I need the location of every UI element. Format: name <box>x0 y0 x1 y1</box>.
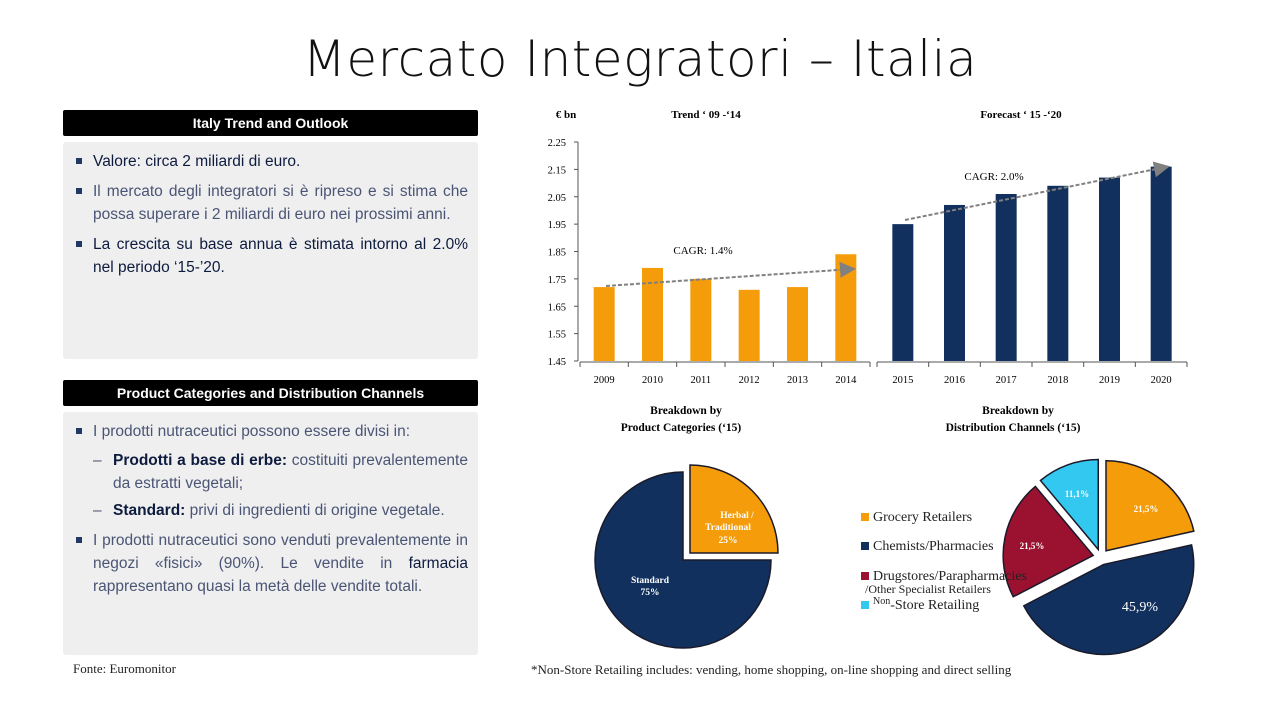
trend-x-label: 2013 <box>787 375 808 386</box>
pie2-value-nonstore: 11,1% <box>1065 489 1089 499</box>
y-tick-label: 1.55 <box>548 330 566 341</box>
pie1-title-line2: Product Categories (‘15) <box>621 422 742 434</box>
pharmacy-term: farmacia <box>408 555 468 572</box>
bullet-value: Valore: circa 2 miliardi di euro. <box>75 150 468 173</box>
trend-x-label: 2010 <box>642 375 663 386</box>
trend-cagr-arrow <box>605 261 856 287</box>
legend-grocery: Grocery Retailers <box>861 510 972 526</box>
y-tick-label: 1.65 <box>548 302 566 313</box>
trend-bar-2009 <box>593 287 615 361</box>
pie1-slice-herbal <box>689 464 779 554</box>
pie2-title-line1: Breakdown by <box>982 405 1054 417</box>
forecast-x-label: 2017 <box>996 375 1017 386</box>
sub-item-standard: – Standard: privi di ingredienti di orig… <box>93 502 445 519</box>
pie1-title-line1: Breakdown by <box>650 405 722 417</box>
forecast-x-label: 2018 <box>1047 375 1068 386</box>
legend-nonstore: Non-Store Retailing <box>861 596 979 614</box>
standard-term: Standard: <box>113 502 186 519</box>
forecast-chart-title: Forecast ‘ 15 -‘20 <box>980 109 1062 121</box>
trend-outlook-box: Valore: circa 2 miliardi di euro. Il mer… <box>63 142 478 359</box>
pie1-label-herbal-2: Traditional <box>705 523 751 533</box>
legend-swatch-drugstores <box>861 572 869 580</box>
legend-drugstores-extra: /Other Specialist Retailers <box>865 582 991 596</box>
forecast-x-label: 2019 <box>1099 375 1120 386</box>
forecast-bar-2016 <box>944 204 965 361</box>
trend-bar-2013 <box>787 287 808 361</box>
pie2-value-grocery: 21,5% <box>1134 504 1159 514</box>
forecast-x-label: 2015 <box>892 375 913 386</box>
footnote: *Non-Store Retailing includes: vending, … <box>531 662 1012 677</box>
bullet-recovery: Il mercato degli integratori si è ripres… <box>75 180 468 226</box>
trend-bar-2014 <box>835 254 857 361</box>
trend-x-label: 2009 <box>594 375 615 386</box>
trend-chart-title: Trend ‘ 09 -‘14 <box>671 109 741 121</box>
forecast-bar-2015 <box>892 224 914 361</box>
pie1-value-standard: 75% <box>641 588 660 598</box>
pie1-label-herbal-1: Herbal / <box>720 511 754 521</box>
trend-cagr-label: CAGR: 1.4% <box>673 245 732 257</box>
trend-outlook-header: Italy Trend and Outlook <box>63 110 478 136</box>
trend-x-label: 2014 <box>835 375 857 386</box>
legend-swatch-chemists <box>861 542 869 550</box>
y-tick-label: 2.05 <box>548 193 566 204</box>
trend-bar-2011 <box>690 278 712 361</box>
legend-swatch-nonstore <box>861 601 869 609</box>
trend-x-label: 2011 <box>691 375 712 386</box>
bullet-growth: La crescita su base annua è stimata into… <box>75 233 468 279</box>
bullet-channels: I prodotti nutraceutici sono venduti pre… <box>75 529 468 598</box>
forecast-bar-2020 <box>1150 166 1172 361</box>
source-note: Fonte: Euromonitor <box>73 661 176 676</box>
forecast-cagr-arrow <box>904 161 1170 221</box>
trend-bar-2012 <box>738 289 760 361</box>
pie1-label-standard: Standard <box>631 576 670 586</box>
page-title: Mercato Integratori – Italia <box>302 30 978 88</box>
forecast-bar-2017 <box>995 194 1017 361</box>
herbal-term: Prodotti a base di erbe: <box>113 452 288 469</box>
y-tick-label: 1.75 <box>548 275 566 286</box>
legend-drugstores: Drugstores/Parapharmacies <box>861 569 1027 585</box>
y-tick-label: 1.95 <box>548 220 566 231</box>
pie2-slice-grocery <box>1105 460 1195 552</box>
bullet-categories: I prodotti nutraceutici possono essere d… <box>75 420 468 443</box>
pie1-slice-standard <box>594 471 772 649</box>
y-axis-unit: € bn <box>556 109 577 121</box>
pie2-slice-nonstore <box>1039 458 1100 552</box>
categories-channels-header: Product Categories and Distribution Chan… <box>63 380 478 406</box>
pie1-value-herbal: 25% <box>719 536 738 546</box>
forecast-x-label: 2020 <box>1151 375 1172 386</box>
legend-chemists: Chemists/Pharmacies <box>861 539 994 555</box>
forecast-x-label: 2016 <box>944 375 965 386</box>
pie2-slice-chemists <box>1022 543 1195 656</box>
forecast-bar-2018 <box>1047 185 1069 361</box>
y-tick-label: 1.85 <box>548 248 566 259</box>
y-tick-label: 2.25 <box>548 138 566 149</box>
y-tick-label: 1.45 <box>548 357 566 368</box>
categories-channels-box: I prodotti nutraceutici possono essere d… <box>63 412 478 655</box>
sub-item-herbal: – Prodotti a base di erbe: costituiti pr… <box>93 452 468 492</box>
pie2-value-chemists: 45,9% <box>1122 600 1159 615</box>
y-tick-label: 2.15 <box>548 165 566 176</box>
pie2-value-drugstores: 21,5% <box>1020 541 1045 551</box>
forecast-bar-2019 <box>1099 177 1120 361</box>
forecast-cagr-label: CAGR: 2.0% <box>964 171 1023 183</box>
pie2-title-line2: Distribution Channels (‘15) <box>946 422 1081 434</box>
trend-x-label: 2012 <box>739 375 760 386</box>
trend-bar-2010 <box>642 267 663 361</box>
legend-swatch-grocery <box>861 513 869 521</box>
